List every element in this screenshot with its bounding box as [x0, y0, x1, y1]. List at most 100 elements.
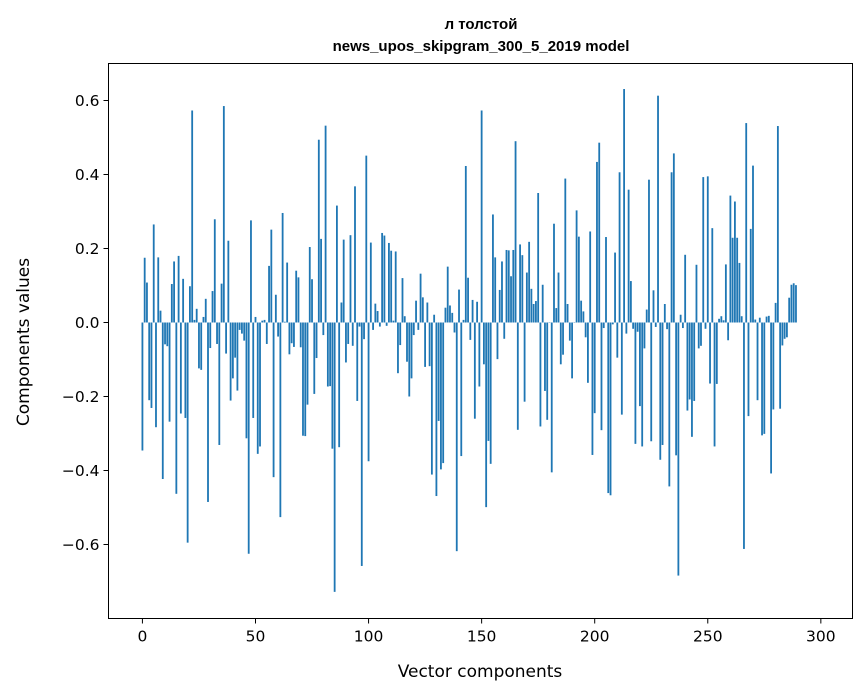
bar [170, 284, 173, 323]
x-tick-label: 300 [806, 628, 836, 646]
bar [345, 322, 347, 363]
bar [521, 255, 524, 323]
bar [654, 322, 657, 327]
bar [657, 95, 659, 323]
bar [430, 322, 433, 475]
bar [582, 311, 585, 323]
bar [636, 322, 639, 332]
bar [652, 290, 655, 323]
bar [198, 322, 200, 369]
bar [700, 322, 702, 346]
bar [277, 322, 280, 337]
bar [535, 301, 537, 323]
bar [250, 220, 252, 323]
bar [553, 223, 555, 323]
bar [363, 322, 365, 340]
bar [510, 276, 512, 323]
bar [743, 322, 745, 549]
bar [168, 322, 171, 422]
bar [207, 322, 209, 502]
bar [736, 237, 739, 323]
x-tick-label: 250 [693, 628, 723, 646]
bar [146, 282, 148, 323]
bar [639, 322, 641, 407]
bar [424, 322, 426, 367]
bar [209, 322, 212, 349]
bar [523, 322, 526, 402]
bar [381, 232, 384, 323]
bar [274, 294, 277, 323]
bar [704, 322, 707, 329]
x-axis-label: Vector components [398, 662, 563, 682]
x-tick-label: 150 [467, 628, 497, 646]
bar [141, 322, 144, 451]
bar [686, 322, 689, 411]
x-axis-ticks: 0 50 100 150 200 250 300 [137, 618, 836, 646]
bar [186, 322, 189, 543]
bar [501, 261, 503, 323]
bar [718, 318, 720, 323]
bar [758, 317, 761, 323]
bar [462, 319, 465, 323]
bar [480, 110, 483, 323]
bar [591, 322, 594, 455]
bar [299, 322, 302, 348]
bar [216, 322, 218, 344]
bar [677, 322, 680, 576]
bar [702, 177, 705, 323]
bar [580, 300, 583, 323]
bar [324, 125, 327, 323]
bar [293, 322, 295, 347]
bar [623, 89, 625, 323]
bar [616, 322, 619, 358]
bar [618, 172, 621, 323]
bar [390, 250, 393, 323]
bar [340, 302, 343, 323]
bar [577, 236, 580, 323]
bar [150, 322, 153, 408]
bar [356, 322, 359, 401]
bar [403, 316, 406, 323]
bar [442, 322, 445, 464]
bar [155, 322, 157, 428]
bar [752, 165, 754, 323]
bar [157, 257, 160, 323]
bar [675, 322, 678, 456]
bar [584, 322, 587, 338]
bar [372, 322, 374, 330]
x-tick-label: 50 [246, 628, 266, 646]
bar [254, 316, 257, 323]
bar [666, 322, 668, 330]
bar [528, 241, 531, 323]
bar [786, 322, 788, 338]
bar [779, 322, 782, 409]
bar [311, 279, 313, 323]
bar [763, 322, 766, 434]
bar [410, 322, 413, 379]
y-axis-label: Components values [14, 258, 34, 426]
bar [437, 322, 440, 421]
bar [281, 212, 284, 323]
bar [252, 322, 255, 418]
bar [632, 322, 635, 329]
bar [247, 322, 250, 554]
bar [770, 322, 772, 474]
bar [256, 322, 259, 454]
bar [519, 244, 521, 323]
bar [645, 309, 648, 323]
bar [320, 238, 322, 323]
bar [306, 322, 309, 405]
bar [415, 300, 417, 323]
bar [709, 322, 711, 384]
bar [453, 322, 456, 333]
bar [641, 322, 644, 447]
bar [383, 235, 386, 323]
bar [557, 272, 560, 323]
bar [614, 252, 616, 323]
bar [562, 322, 564, 355]
bar [222, 106, 225, 323]
bar [231, 322, 234, 379]
bar [227, 240, 230, 323]
bar [546, 322, 549, 420]
y-tick-label: 0.2 [75, 240, 100, 258]
